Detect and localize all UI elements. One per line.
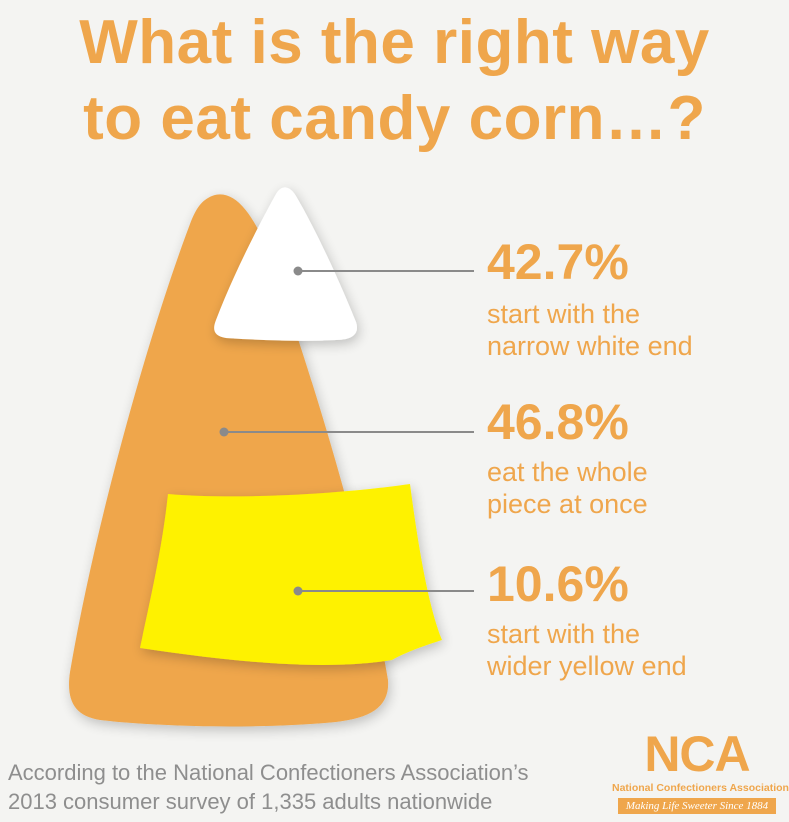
label-yellow-end-line-1: start with the	[487, 619, 641, 649]
percent-yellow-end: 10.6%	[487, 556, 629, 612]
leader-line-whole	[219, 427, 474, 437]
leader-dot-white	[293, 266, 303, 276]
leader-dot-whole	[219, 427, 229, 437]
label-white-end-line-2: narrow white end	[487, 331, 693, 361]
source-note-line-2: 2013 consumer survey of 1,335 adults nat…	[8, 789, 493, 814]
candy-corn-base-yellow	[140, 484, 442, 665]
label-white-end-line-1: start with the	[487, 299, 641, 329]
percent-whole-piece: 46.8%	[487, 394, 629, 450]
logo-organization-name: National Confectioners Association	[612, 782, 789, 794]
leader-line-yellow	[293, 586, 474, 596]
logo-letters: NCA	[644, 726, 750, 782]
logo-tagline: Making Life Sweeter Since 1884	[618, 798, 776, 814]
label-whole-piece-line-1: eat the whole	[487, 457, 648, 487]
nca-logo: NCA National Confectioners Association M…	[612, 726, 789, 816]
page-title-line-2: to eat candy corn…?	[83, 84, 706, 153]
leader-line-white	[293, 266, 474, 276]
page-title-line-1: What is the right way	[79, 8, 710, 77]
leader-dot-yellow	[293, 586, 303, 596]
source-note-line-1: According to the National Confectioners …	[8, 760, 529, 785]
label-whole-piece-line-2: piece at once	[487, 489, 648, 519]
percent-white-end: 42.7%	[487, 234, 629, 290]
label-yellow-end-line-2: wider yellow end	[487, 651, 687, 681]
candy-corn-tip-white	[214, 187, 358, 341]
